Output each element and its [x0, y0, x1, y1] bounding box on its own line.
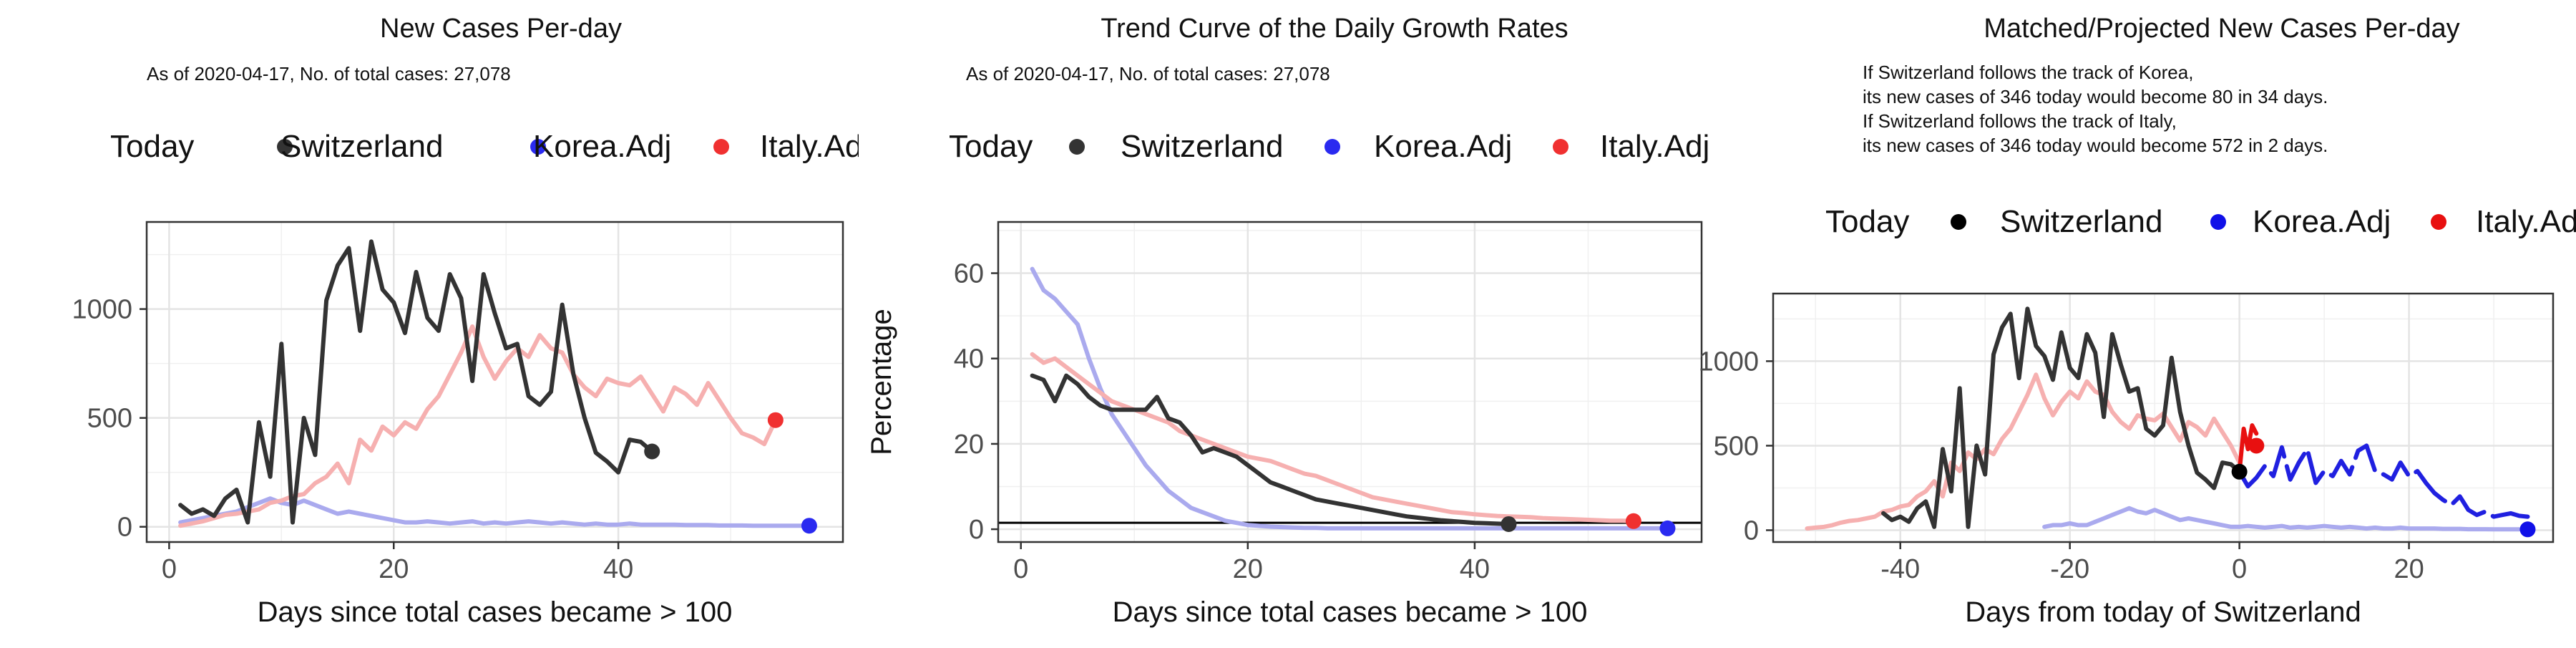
legend-marker [1324, 139, 1340, 155]
x-tick-label: 0 [2232, 554, 2247, 584]
x-tick-label: 40 [1460, 554, 1490, 584]
legend-marker [713, 139, 729, 155]
plot-background [998, 222, 1702, 542]
series-line-switzerland [1881, 306, 2242, 529]
chart-subtitle: If Switzerland follows the track of Kore… [1863, 62, 2193, 83]
series-line-italy-adj-projected- [2237, 423, 2259, 474]
y-tick-label: 0 [1744, 516, 1759, 546]
x-tick-label: 40 [603, 554, 633, 584]
chart-subtitle: As of 2020-04-17, No. of total cases: 27… [966, 63, 1330, 84]
legend-label: Switzerland [280, 129, 443, 164]
legend-title: Today [949, 129, 1033, 164]
legend-label: Switzerland [2000, 204, 2162, 239]
legend-marker [2431, 214, 2446, 230]
plot-border [997, 221, 1703, 543]
series-group [1805, 306, 2530, 532]
plot-border [1772, 292, 2555, 543]
legend-label: Switzerland [1121, 129, 1283, 164]
x-tick-label: 20 [2394, 554, 2424, 584]
legend-label: Italy.Adj [2476, 204, 2576, 239]
y-tick-label: 500 [1714, 431, 1759, 461]
x-tick-label: 0 [162, 554, 177, 584]
chart-title: Trend Curve of the Daily Growth Rates [1101, 14, 1568, 44]
legend-label: Italy.Adj [760, 129, 869, 164]
today-point [2248, 437, 2265, 454]
chart-panel-1: New Cases Per-day As of 2020-04-17, No. o… [72, 14, 869, 628]
axes: 0 20 40 0 20 40 60 [954, 259, 1490, 584]
legend-label: Italy.Adj [1600, 129, 1709, 164]
chart-subtitle: its new cases of 346 today would become … [1863, 135, 2328, 156]
chart-title: Matched/Projected New Cases Per-day [1984, 14, 2459, 44]
chart-subtitle: its new cases of 346 today would become … [1863, 86, 2328, 107]
y-tick-label: 0 [117, 513, 132, 543]
today-point [1501, 516, 1517, 532]
plot-background [147, 222, 843, 542]
legend-label: Korea.Adj [2253, 204, 2391, 239]
legend-marker [2210, 214, 2226, 230]
legend: Today Switzerland Korea.Adj Italy.Adj [110, 129, 869, 164]
series-line-switzerland [1030, 373, 1511, 526]
today-point [2519, 521, 2536, 538]
series-line-korea-adj [178, 496, 811, 528]
chart-title: New Cases Per-day [380, 14, 622, 44]
today-point [2231, 463, 2248, 480]
today-point [801, 518, 817, 534]
legend-marker [530, 139, 546, 155]
today-point [767, 412, 784, 428]
x-axis-label: Days from today of Switzerland [1965, 596, 2361, 628]
legend-title: Today [1825, 204, 1909, 239]
series-group [1030, 266, 1670, 531]
series-line-korea-adj-projected- [2237, 443, 2530, 519]
x-axis-label: Days since total cases became > 100 [258, 596, 733, 628]
chart-subtitle: If Switzerland follows the track of Ital… [1863, 110, 2177, 132]
legend-label: Korea.Adj [1374, 129, 1512, 164]
series-line-korea-adj [1030, 266, 1670, 531]
today-point [1625, 513, 1641, 529]
x-axis-label: Days since total cases became > 100 [1113, 596, 1588, 628]
x-tick-label: 20 [379, 554, 409, 584]
legend-marker [277, 139, 293, 155]
today-point [1659, 520, 1676, 536]
chart-panel-2: Trend Curve of the Daily Growth Rates As … [866, 14, 1709, 628]
series-line-italy-adj-matched- [1805, 372, 2242, 531]
gridlines [147, 222, 843, 542]
legend-title: Today [110, 129, 194, 164]
y-tick-label: 0 [969, 515, 984, 545]
today-point [644, 443, 660, 460]
axes: -40 -20 0 20 0 500 1000 [1698, 347, 2424, 584]
legend: Today Switzerland Korea.Adj Italy.Adj [1825, 204, 2576, 239]
plot-border [145, 221, 844, 543]
series-line-switzerland [178, 239, 655, 525]
axes: 0 20 40 0 500 1000 [72, 295, 633, 584]
y-tick-label: 500 [87, 404, 132, 434]
y-tick-label: 20 [954, 430, 984, 460]
y-tick-label: 60 [954, 259, 984, 289]
chart-panel-3: Matched/Projected New Cases Per-day If Sw… [1698, 14, 2576, 628]
legend-marker [1553, 139, 1568, 155]
series-line-korea-adj-matched- [2042, 506, 2522, 532]
x-tick-label: -40 [1880, 554, 1920, 584]
chart-subtitle: As of 2020-04-17, No. of total cases: 27… [147, 63, 511, 84]
series-group [178, 239, 811, 528]
y-axis-label: Percentage [866, 309, 897, 455]
y-tick-label: 1000 [1698, 347, 1759, 377]
x-tick-label: 0 [1013, 554, 1028, 584]
x-tick-label: -20 [2050, 554, 2089, 584]
legend-label: Korea.Adj [533, 129, 671, 164]
y-tick-label: 40 [954, 344, 984, 374]
x-tick-label: 20 [1233, 554, 1263, 584]
y-tick-label: 1000 [72, 295, 132, 325]
legend: Today Switzerland Korea.Adj Italy.Adj [949, 129, 1709, 164]
legend-marker [1951, 214, 1966, 230]
legend-marker [1069, 139, 1085, 155]
